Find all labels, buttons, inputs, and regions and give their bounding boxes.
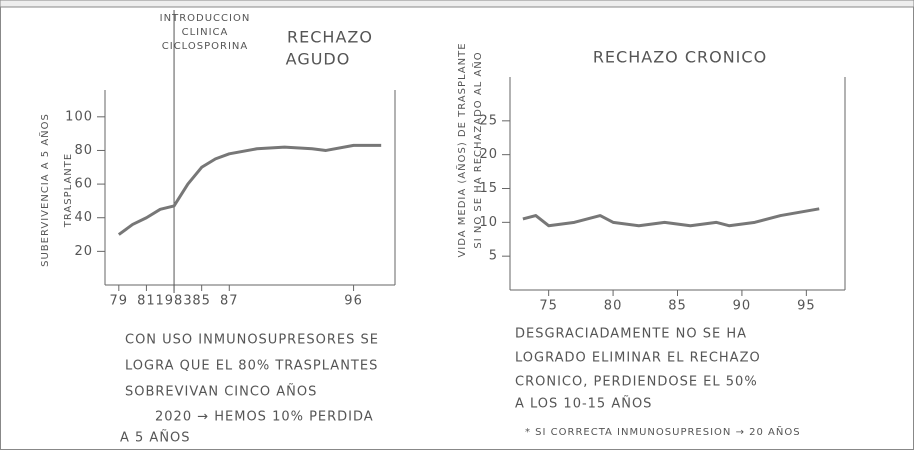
x-tick-label: 85 bbox=[192, 294, 211, 309]
note: LOGRADO ELIMINAR EL RECHAZO bbox=[515, 351, 761, 366]
y-tick-label: 60 bbox=[74, 177, 93, 192]
x-tick-label: 75 bbox=[539, 299, 558, 314]
note: SOBREVIVAN CINCO AÑOS bbox=[125, 384, 317, 400]
x-tick-label: 1983 bbox=[156, 294, 193, 309]
annotation: INTRODUCCION bbox=[160, 13, 251, 24]
x-tick-label: 90 bbox=[733, 299, 752, 314]
note: 2020 → HEMOS 10% PERDIDA bbox=[155, 410, 374, 425]
y-tick-label: 5 bbox=[489, 249, 498, 264]
annotation: AGUDO bbox=[286, 50, 351, 69]
chart-title: RECHAZO CRONICO bbox=[593, 48, 767, 67]
note: CRONICO, PERDIENDOSE EL 50% bbox=[515, 375, 758, 390]
y-axis-label: TRASPLANTE bbox=[63, 153, 74, 228]
note: LOGRA QUE EL 80% TRASPLANTES bbox=[125, 359, 378, 374]
y-tick-label: 10 bbox=[479, 215, 498, 230]
note: CON USO INMUNOSUPRESORES SE bbox=[125, 333, 379, 348]
annotation: CICLOSPORINA bbox=[162, 41, 248, 52]
y-tick-label: 100 bbox=[65, 109, 93, 124]
note: A 5 AÑOS bbox=[120, 430, 191, 446]
note: * SI CORRECTA INMUNOSUPRESION → 20 AÑOS bbox=[525, 425, 801, 438]
x-tick-label: 96 bbox=[344, 294, 363, 309]
y-tick-label: 40 bbox=[74, 210, 93, 225]
note: A LOS 10-15 AÑOS bbox=[515, 396, 652, 412]
x-tick-label: 79 bbox=[110, 294, 129, 309]
y-tick-label: 25 bbox=[479, 113, 498, 128]
y-axis-label: VIDA MEDIA (AÑOS) DE TRASPLANTE bbox=[455, 42, 468, 257]
x-tick-label: 80 bbox=[604, 299, 623, 314]
y-tick-label: 20 bbox=[479, 147, 498, 162]
screenshot: SUBERVIVENCIA A 5 AÑOS TRASPLANTE 20 40 60 80… bbox=[0, 0, 914, 450]
annotation: CLINICA bbox=[182, 27, 229, 38]
x-tick-label: 81 bbox=[137, 294, 156, 309]
top-bar bbox=[0, 0, 914, 7]
x-tick-label: 85 bbox=[668, 299, 687, 314]
y-axis-label: SUBERVIVENCIA A 5 AÑOS bbox=[38, 113, 51, 267]
x-tick-label: 87 bbox=[220, 294, 239, 309]
x-tick-label: 95 bbox=[797, 299, 816, 314]
annotation: RECHAZO bbox=[287, 28, 373, 47]
y-tick-label: 15 bbox=[479, 181, 498, 196]
y-tick-label: 20 bbox=[74, 244, 93, 259]
y-tick-label: 80 bbox=[74, 143, 93, 158]
note: DESGRACIADAMENTE NO SE HA bbox=[515, 327, 747, 342]
